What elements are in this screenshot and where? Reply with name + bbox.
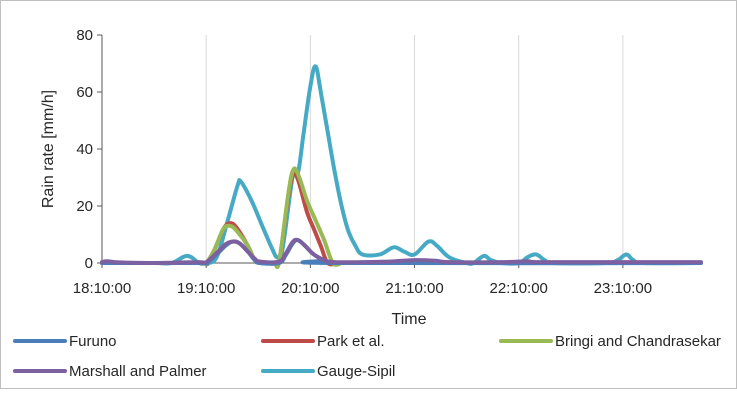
y-tick-label: 60 — [76, 84, 93, 101]
x-tick-label: 21:10:00 — [385, 280, 443, 297]
x-tick-labels: 18:10:00 19:10:00 20:10:00 21:10:00 22:10:00… — [73, 280, 652, 297]
series-line-bringi-and-chandrasekar — [100, 166, 344, 270]
series-line-marshall-and-palmer — [100, 237, 703, 266]
y-tick-label: 0 — [85, 255, 93, 272]
legend-label-marshall-and-palmer: Marshall and Palmer — [69, 363, 207, 380]
y-tick-labels: 0 20 40 60 80 — [76, 27, 93, 272]
y-tick-label: 80 — [76, 27, 93, 44]
series-line-gauge-sipil — [100, 64, 703, 266]
x-axis-title: Time — [392, 311, 427, 328]
legend-label-bringi-and-chandrasekar: Bringi and Chandrasekar — [555, 333, 721, 350]
x-tick-label: 18:10:00 — [73, 280, 131, 297]
x-tick-label: 23:10:00 — [594, 280, 652, 297]
legend: Furuno Park et al. Bringi and Chandrasekar… — [13, 333, 721, 380]
legend-label-gauge-sipil: Gauge-Sipil — [317, 363, 395, 380]
y-tick-label: 40 — [76, 141, 93, 158]
x-tick-label: 22:10:00 — [490, 280, 548, 297]
y-tick-label: 20 — [76, 198, 93, 215]
series-lines — [100, 64, 703, 270]
y-axis-title: Rain rate [mm/h] — [40, 90, 57, 208]
x-tick-label: 20:10:00 — [281, 280, 339, 297]
x-tick-label: 19:10:00 — [177, 280, 235, 297]
legend-label-furuno: Furuno — [69, 333, 117, 350]
legend-label-park-et-al: Park et al. — [317, 333, 385, 350]
axes — [97, 34, 701, 268]
grid-lines — [101, 35, 624, 263]
